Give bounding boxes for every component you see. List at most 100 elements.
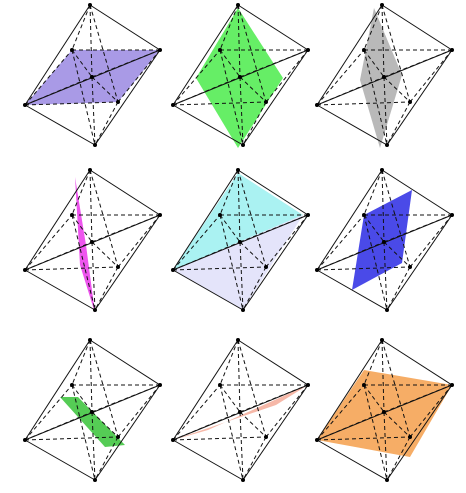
hidden-edge [91, 76, 96, 146]
vertex-dot [380, 3, 384, 7]
panel-2 [171, 3, 310, 148]
vertex-dot [362, 48, 366, 52]
hidden-edge [91, 241, 119, 268]
hidden-edge [409, 49, 453, 103]
hidden-edge [172, 436, 267, 441]
vertex-dot [218, 383, 222, 387]
vertex-dot [90, 75, 94, 79]
hidden-edge [89, 4, 93, 78]
hidden-edge [117, 214, 161, 268]
hidden-edge [363, 4, 383, 51]
hidden-edge [316, 384, 365, 441]
panel-1 [23, 3, 162, 147]
hidden-edge [117, 384, 161, 438]
hidden-edge [172, 214, 221, 271]
vertex-dot [93, 143, 97, 147]
hidden-edge [89, 169, 119, 268]
vertex-dot [362, 213, 366, 217]
vertex-dot [238, 240, 242, 244]
visible-edge [24, 439, 96, 481]
hidden-edge [242, 436, 267, 481]
hidden-edge [219, 384, 241, 413]
hidden-edge [91, 76, 119, 103]
vertex-dot [158, 48, 162, 52]
hidden-edge [71, 49, 93, 78]
hidden-edge [71, 384, 96, 481]
hidden-edge [242, 266, 267, 311]
vertex-dot [380, 168, 384, 172]
hidden-edge [219, 49, 244, 146]
hidden-edge [219, 169, 239, 216]
vertex-dot [116, 100, 120, 104]
hidden-edge [386, 101, 411, 146]
hidden-edge [91, 241, 96, 311]
visible-edge [172, 339, 239, 441]
hidden-edge [219, 49, 241, 78]
hidden-edge [239, 411, 267, 438]
hidden-edge [316, 266, 411, 271]
hidden-edge [316, 436, 411, 441]
vertex-dot [238, 410, 242, 414]
hidden-edge [363, 339, 383, 386]
hidden-edge [381, 4, 411, 103]
hidden-edge [239, 76, 244, 146]
vertex-dot [158, 213, 162, 217]
hidden-edge [91, 411, 96, 481]
hidden-edge [89, 339, 119, 438]
vertex-dot [241, 478, 245, 482]
visible-edge [381, 4, 453, 51]
hidden-edge [383, 241, 411, 268]
visible-edge [316, 339, 383, 441]
hidden-edge [363, 214, 385, 243]
hidden-edge [71, 4, 91, 51]
vertex-dot [171, 103, 175, 107]
vertex-dot [238, 75, 242, 79]
vertex-dot [70, 48, 74, 52]
vertex-dot [382, 410, 386, 414]
vertex-dot [315, 103, 319, 107]
panel-6 [315, 168, 454, 312]
hidden-edge [383, 411, 411, 438]
vertex-dot [236, 338, 240, 342]
panel-4 [23, 168, 162, 313]
hidden-edge [172, 384, 221, 441]
visible-edge [386, 384, 453, 481]
hidden-edge [71, 49, 96, 146]
visible-edge [24, 269, 96, 311]
vertex-dot [315, 438, 319, 442]
hidden-edge [24, 436, 119, 441]
hidden-edge [363, 169, 383, 216]
hidden-edge [24, 101, 119, 106]
hidden-edge [381, 169, 385, 243]
cross-section-2 [173, 215, 303, 310]
hidden-edge [219, 4, 239, 51]
visible-edge [316, 269, 388, 311]
hidden-edge [94, 266, 119, 311]
visible-edge [242, 214, 309, 311]
visible-edge [24, 169, 91, 271]
visible-edge [94, 214, 161, 311]
vertex-dot [408, 265, 412, 269]
hidden-edge [383, 76, 411, 103]
vertex-dot [93, 308, 97, 312]
hidden-edge [239, 76, 267, 103]
vertex-dot [158, 383, 162, 387]
hidden-edge [381, 339, 411, 438]
vertex-dot [88, 338, 92, 342]
hidden-edge [386, 436, 411, 481]
visible-edge [316, 439, 388, 481]
visible-edge [172, 104, 244, 146]
hidden-edge [24, 266, 119, 271]
vertex-dot [264, 265, 268, 269]
hidden-edge [71, 214, 96, 311]
visible-edge [172, 4, 239, 106]
hidden-edge [363, 49, 385, 78]
visible-edge [381, 169, 453, 216]
vertex-dot [90, 240, 94, 244]
hidden-edge [239, 241, 244, 311]
hidden-edge [237, 4, 267, 103]
vertex-dot [171, 438, 175, 442]
vertex-dot [70, 213, 74, 217]
hidden-edge [316, 214, 365, 271]
vertex-dot [241, 143, 245, 147]
